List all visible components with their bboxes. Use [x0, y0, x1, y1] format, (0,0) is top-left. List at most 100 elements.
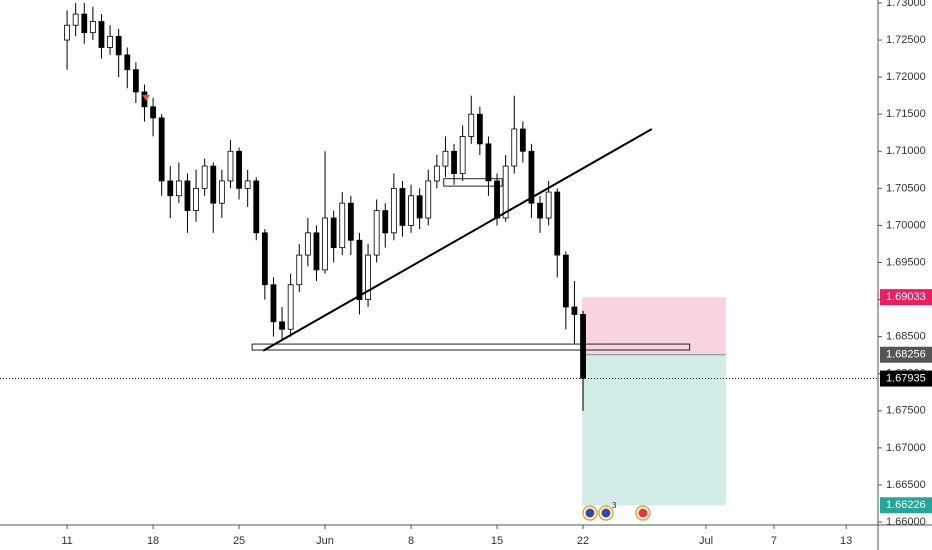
- candle-body: [253, 180, 260, 234]
- y-tick-label: 1.71500: [886, 108, 926, 120]
- price-label-bg: [880, 370, 932, 387]
- price-label: 1.68256: [886, 349, 926, 361]
- event-flag: [601, 508, 611, 518]
- y-tick-label: 1.72000: [886, 71, 926, 83]
- candle-body: [279, 321, 285, 330]
- event-flag: [638, 508, 648, 518]
- candle-body: [408, 195, 414, 226]
- candle-body: [537, 202, 543, 219]
- candle-body: [485, 143, 492, 182]
- candle-body: [365, 254, 371, 300]
- y-tick-label: 1.69500: [886, 256, 926, 268]
- candle-body: [296, 254, 303, 286]
- candle-body: [261, 232, 268, 286]
- candle-body: [459, 136, 466, 174]
- candle-body: [132, 69, 139, 93]
- signal-marker: [142, 94, 151, 101]
- y-tick-label: 1.66500: [886, 479, 926, 491]
- candle-body: [382, 210, 389, 234]
- event-flag: [585, 508, 595, 518]
- candle-body: [339, 202, 346, 249]
- candle-body: [494, 180, 500, 219]
- y-tick-label: 1.66000: [886, 516, 926, 528]
- y-tick-label: 1.70500: [886, 182, 926, 194]
- candle-body: [468, 113, 475, 137]
- candle-body: [373, 210, 380, 256]
- candle-body: [511, 128, 518, 167]
- candle-body: [158, 117, 165, 182]
- price-label-bg: [880, 497, 932, 514]
- candle-body: [425, 180, 432, 219]
- x-tick-label: 13: [840, 535, 852, 547]
- candle-body: [554, 191, 561, 256]
- stop-zone: [582, 297, 726, 355]
- candle-body: [201, 165, 208, 189]
- candle-body: [72, 13, 79, 26]
- candle-body: [571, 306, 578, 315]
- candle-body: [150, 106, 156, 119]
- candle-body: [528, 150, 535, 204]
- candle-body: [167, 180, 174, 197]
- price-label: 1.67935: [886, 372, 926, 384]
- x-tick-label: 25: [233, 535, 245, 547]
- y-tick-label: 1.67500: [886, 405, 926, 417]
- x-tick-label: 18: [147, 535, 159, 547]
- zone: [251, 343, 691, 351]
- candle-body: [227, 150, 234, 182]
- candle-body: [287, 284, 294, 330]
- candle-body: [442, 150, 449, 167]
- candle-body: [89, 21, 96, 34]
- candle-body: [580, 314, 586, 379]
- x-tick-label: 8: [408, 535, 414, 547]
- candle-body: [64, 24, 70, 41]
- candle-body: [115, 35, 122, 56]
- candle-body: [218, 180, 225, 204]
- x-tick-label: 7: [771, 535, 777, 547]
- price-label: 1.69033: [886, 291, 926, 303]
- candle-body: [124, 54, 131, 71]
- candle-body: [193, 187, 199, 211]
- y-tick-label: 1.67000: [886, 442, 926, 454]
- candle-body: [313, 232, 320, 271]
- candle-body: [347, 202, 354, 241]
- candle-body: [184, 180, 191, 211]
- candle-body: [236, 150, 242, 189]
- candle-body: [399, 187, 406, 226]
- candle-body: [330, 217, 337, 249]
- candle-body: [476, 113, 483, 145]
- x-tick-label: 22: [577, 535, 589, 547]
- candle-body: [210, 165, 217, 204]
- event-count: 3: [612, 501, 617, 510]
- candle-body: [81, 13, 88, 34]
- zone: [443, 178, 503, 187]
- price-label-bg: [880, 346, 932, 363]
- x-tick-label: Jul: [699, 535, 713, 547]
- candle-body: [175, 180, 182, 197]
- y-tick-label: 1.70000: [886, 219, 926, 231]
- candle-body: [107, 35, 113, 48]
- candle-body: [322, 217, 328, 271]
- x-tick-label: Jun: [316, 535, 334, 547]
- candle-body: [390, 187, 397, 234]
- target-zone: [582, 354, 726, 506]
- y-tick-label: 1.68500: [886, 331, 926, 343]
- candle-body: [416, 195, 423, 219]
- candle-body: [562, 254, 569, 308]
- candle-body: [502, 165, 509, 219]
- trend-line: [262, 128, 653, 352]
- candle-body: [304, 232, 311, 256]
- y-tick-label: 1.72500: [886, 34, 926, 46]
- price-label-bg: [880, 289, 932, 306]
- candle-body: [545, 191, 552, 219]
- candle-body: [519, 128, 526, 152]
- price-label: 1.66226: [886, 499, 926, 511]
- candle-body: [451, 150, 457, 174]
- candle-body: [270, 284, 277, 323]
- x-tick-label: 15: [491, 535, 503, 547]
- candle-body: [356, 239, 363, 300]
- candle-body: [244, 180, 251, 189]
- candle-body: [98, 21, 105, 48]
- y-tick-label: 1.71000: [886, 145, 926, 157]
